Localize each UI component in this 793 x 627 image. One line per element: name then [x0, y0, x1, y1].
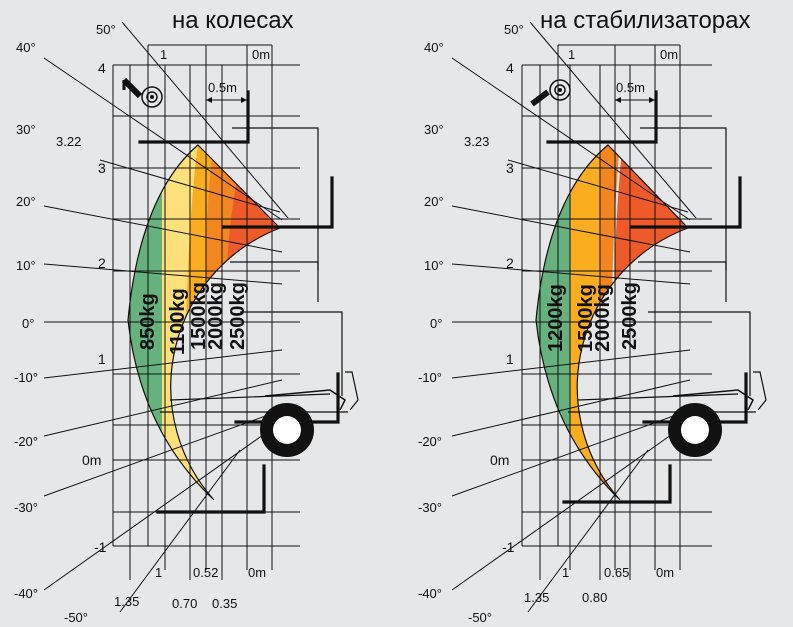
zone-label-2000kg: 2000kg	[205, 282, 227, 350]
y-label-1-stab: 1	[506, 351, 514, 367]
angle-label-50: 50°	[96, 22, 116, 37]
x-label-0m: 0m	[248, 565, 266, 580]
angle-label-neg50-stab: -50°	[468, 610, 492, 625]
angle-label-30-stab: 30°	[424, 122, 444, 137]
angle-label-20-stab: 20°	[424, 194, 444, 209]
angle-label-0: 0°	[22, 316, 34, 331]
y-label-4: 4	[98, 60, 106, 76]
x-label-1: 1	[155, 565, 162, 580]
angle-label-neg30: -30°	[14, 500, 38, 515]
angle-label-neg10-stab: -10°	[418, 370, 442, 385]
top-label-0m-stab: 0m	[660, 47, 678, 62]
x-label-0-70: 0.70	[172, 596, 197, 611]
y-label-neg1-stab: -1	[502, 539, 515, 555]
y-label-4-stab: 4	[506, 60, 514, 76]
zone-label-1200kg: 1200kg	[545, 284, 567, 352]
angle-label-40: 40°	[16, 40, 36, 55]
x-label-0-52: 0.52	[193, 565, 218, 580]
top-label-0m: 0m	[252, 47, 270, 62]
angle-label-neg20-stab: -20°	[418, 434, 442, 449]
x-label-1-stab: 1	[562, 565, 569, 580]
wheel-icon-stabilizers	[668, 372, 766, 457]
dimension-0-5m-wheels	[206, 97, 247, 103]
top-label-1-stab: 1	[568, 47, 575, 62]
angle-label-neg40: -40°	[14, 586, 38, 601]
x-label-0-80-stab: 0.80	[582, 590, 607, 605]
angle-label-neg10: -10°	[14, 370, 38, 385]
angle-label-20: 20°	[16, 194, 36, 209]
panel-title-wheels: на колесах	[172, 7, 294, 34]
zone-label-1100kg: 1100kg	[167, 288, 189, 355]
angle-label-neg50: -50°	[64, 610, 88, 625]
angle-label-0-stab: 0°	[430, 316, 442, 331]
wheel-icon-wheels	[260, 372, 358, 457]
top-label-0-5m: 0.5m	[208, 80, 237, 95]
angle-label-neg40-stab: -40°	[418, 586, 442, 601]
x-label-0m-stab: 0m	[656, 565, 674, 580]
zone-label-850kg: 850kg	[137, 293, 159, 350]
rotation-icon-stabilizers	[532, 80, 570, 104]
top-label-1: 1	[160, 47, 167, 62]
y-label-neg1: -1	[94, 539, 107, 555]
y-label-0m-stab: 0m	[490, 452, 509, 468]
panel-title-stabilizers: на стабилизаторах	[540, 7, 751, 34]
panel-stabilizers: на стабилизаторах	[418, 7, 766, 625]
angle-label-50-stab: 50°	[504, 22, 524, 37]
x-label-0-65-stab: 0.65	[604, 565, 629, 580]
angle-label-10: 10°	[16, 258, 36, 273]
zone-label-2500kg-stab: 2500kg	[619, 282, 641, 350]
zone-label-2500kg: 2500kg	[227, 282, 249, 350]
dimension-0-5m-stabilizers	[615, 97, 655, 103]
angle-label-40-stab: 40°	[424, 40, 444, 55]
x-label-0-35: 0.35	[212, 596, 237, 611]
angle-label-neg20: -20°	[14, 434, 38, 449]
angle-label-neg30-stab: -30°	[418, 500, 442, 515]
y-label-0m: 0m	[82, 452, 101, 468]
y-label-1: 1	[98, 351, 106, 367]
y-label-3-stab: 3	[506, 160, 514, 176]
x-label-1-35: 1.35	[114, 594, 139, 609]
x-label-1-35-stab: 1.35	[524, 590, 549, 605]
reach-label-stab: 3.23	[464, 134, 489, 149]
top-label-0-5m-stab: 0.5m	[616, 80, 645, 95]
panel-wheels: на колесах	[14, 7, 358, 625]
angle-label-30: 30°	[16, 122, 36, 137]
y-label-2-stab: 2	[506, 255, 514, 271]
angle-label-10-stab: 10°	[424, 258, 444, 273]
zone-label-2000kg-stab: 2000kg	[592, 284, 614, 352]
reach-label: 3.22	[56, 134, 81, 149]
y-label-2: 2	[98, 255, 106, 271]
y-label-3: 3	[98, 160, 106, 176]
